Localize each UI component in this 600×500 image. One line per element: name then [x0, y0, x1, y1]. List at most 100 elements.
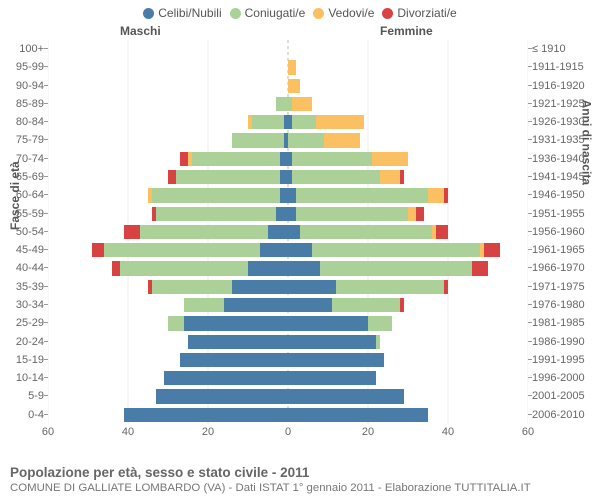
bar-segment: [472, 261, 488, 275]
x-tick-label: 20: [202, 426, 214, 438]
bar-segment: [336, 280, 444, 294]
bar-segment: [184, 316, 288, 330]
legend-swatch: [382, 8, 393, 19]
birth-year-label: 1951-1955: [532, 205, 596, 223]
female-bar: [288, 79, 300, 93]
birth-year-label: 1961-1965: [532, 241, 596, 259]
bar-segment: [152, 188, 280, 202]
age-label: 60-64: [6, 186, 44, 204]
bar-segment: [292, 97, 312, 111]
female-bar: [288, 170, 404, 184]
male-bar: [168, 170, 288, 184]
chart-subtitle: COMUNE DI GALLIATE LOMBARDO (VA) - Dati …: [10, 482, 590, 494]
pyramid-row: 50-541956-1960: [48, 223, 528, 241]
birth-year-label: 1981-1985: [532, 314, 596, 332]
female-bar: [288, 225, 448, 239]
age-label: 70-74: [6, 150, 44, 168]
bar-segment: [252, 115, 284, 129]
pyramid-row: 70-741936-1940: [48, 150, 528, 168]
pyramid-row: 40-441966-1970: [48, 259, 528, 277]
bar-segment: [156, 389, 288, 403]
female-bar: [288, 133, 360, 147]
pyramid-row: 45-491961-1965: [48, 241, 528, 259]
bar-segment: [380, 170, 400, 184]
age-label: 25-29: [6, 314, 44, 332]
age-label: 10-14: [6, 369, 44, 387]
bar-segment: [288, 207, 296, 221]
birth-year-label: 1926-1930: [532, 113, 596, 131]
female-bar: [288, 188, 448, 202]
female-bar: [288, 353, 384, 367]
pyramid-row: 95-991911-1915: [48, 58, 528, 76]
bar-segment: [288, 389, 404, 403]
bar-segment: [288, 316, 368, 330]
male-bar: [188, 335, 288, 349]
male-bar: [180, 353, 288, 367]
bar-segment: [288, 79, 300, 93]
bar-segment: [288, 188, 296, 202]
male-bar: [180, 152, 288, 166]
female-bar: [288, 389, 404, 403]
bar-segment: [368, 316, 392, 330]
pyramid-row: 80-841926-1930: [48, 113, 528, 131]
pyramid-row: 5-92001-2005: [48, 387, 528, 405]
bar-segment: [232, 133, 284, 147]
male-bar: [112, 261, 288, 275]
bar-segment: [332, 298, 400, 312]
male-bar: [168, 316, 288, 330]
birth-year-label: 1976-1980: [532, 296, 596, 314]
birth-year-label: 1911-1915: [532, 58, 596, 76]
bar-segment: [292, 152, 372, 166]
chart-title: Popolazione per età, sesso e stato civil…: [10, 465, 590, 480]
birth-year-label: 1941-1945: [532, 168, 596, 186]
pyramid-row: 65-691941-1945: [48, 168, 528, 186]
bar-segment: [296, 207, 408, 221]
x-tick-label: 60: [522, 426, 534, 438]
female-bar: [288, 280, 448, 294]
bar-segment: [288, 225, 300, 239]
pyramid-row: 90-941916-1920: [48, 77, 528, 95]
age-label: 55-59: [6, 205, 44, 223]
birth-year-label: 2006-2010: [532, 406, 596, 424]
bar-segment: [168, 170, 176, 184]
female-bar: [288, 408, 428, 422]
legend-item: Coniugati/e: [230, 6, 306, 20]
bar-segment: [288, 133, 324, 147]
bar-segment: [248, 261, 288, 275]
bar-segment: [436, 225, 448, 239]
birth-year-label: ≤ 1910: [532, 40, 596, 58]
male-header: Maschi: [120, 24, 161, 38]
rows-container: 100+≤ 191095-991911-191590-941916-192085…: [48, 40, 528, 424]
male-bar: [92, 243, 288, 257]
age-label: 80-84: [6, 113, 44, 131]
bar-segment: [288, 280, 336, 294]
male-bar: [248, 115, 288, 129]
pyramid-row: 15-191991-1995: [48, 351, 528, 369]
birth-year-label: 1996-2000: [532, 369, 596, 387]
bar-segment: [176, 170, 280, 184]
female-bar: [288, 298, 404, 312]
birth-year-label: 1916-1920: [532, 77, 596, 95]
bar-segment: [224, 298, 288, 312]
pyramid-row: 0-42006-2010: [48, 406, 528, 424]
bar-segment: [180, 353, 288, 367]
age-label: 90-94: [6, 77, 44, 95]
age-label: 45-49: [6, 241, 44, 259]
bar-segment: [152, 280, 232, 294]
age-label: 30-34: [6, 296, 44, 314]
legend-swatch: [143, 8, 154, 19]
birth-year-label: 2001-2005: [532, 387, 596, 405]
pyramid-row: 10-141996-2000: [48, 369, 528, 387]
bar-segment: [320, 261, 472, 275]
bar-segment: [276, 207, 288, 221]
age-label: 40-44: [6, 259, 44, 277]
bar-segment: [260, 243, 288, 257]
bar-segment: [408, 207, 416, 221]
bar-segment: [124, 225, 140, 239]
bar-segment: [376, 335, 380, 349]
bar-segment: [92, 243, 104, 257]
bar-segment: [288, 371, 376, 385]
bar-segment: [276, 97, 288, 111]
female-bar: [288, 97, 312, 111]
male-bar: [152, 207, 288, 221]
